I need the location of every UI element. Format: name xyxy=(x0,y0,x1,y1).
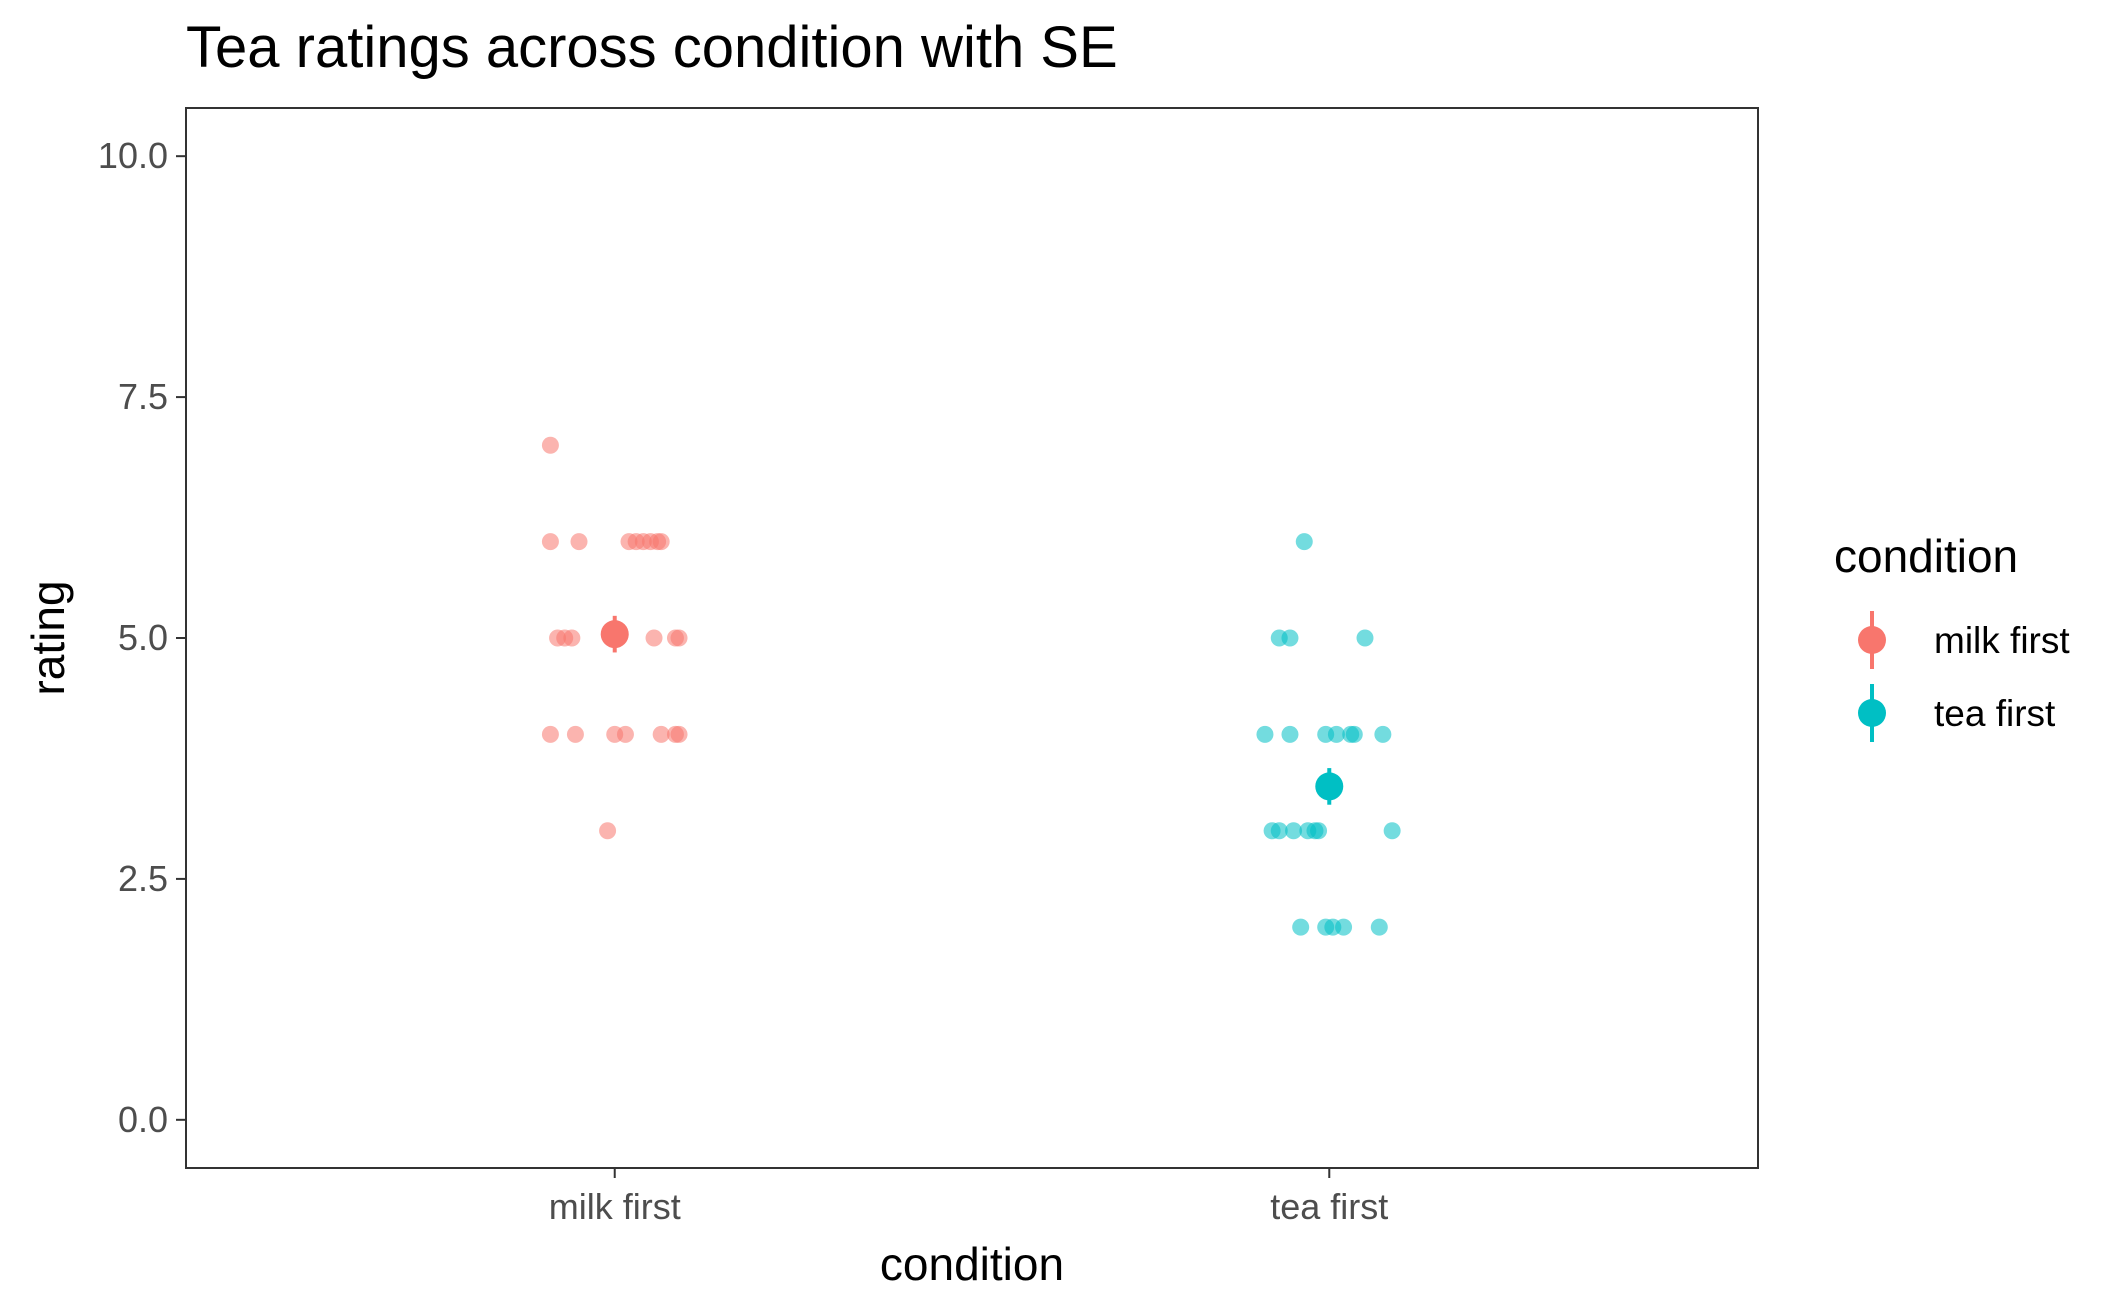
legend-label: milk first xyxy=(1934,620,2070,661)
legend-title: condition xyxy=(1834,530,2018,582)
data-point xyxy=(541,436,559,454)
data-point xyxy=(670,725,688,743)
data-point xyxy=(1292,918,1310,936)
data-point xyxy=(1295,533,1313,551)
data-point xyxy=(599,822,617,840)
y-tick-label: 10.0 xyxy=(98,135,168,176)
data-point xyxy=(1383,822,1401,840)
y-tick-label: 5.0 xyxy=(118,617,168,658)
data-point xyxy=(1256,725,1274,743)
legend: condition milk first tea first xyxy=(1834,530,2070,742)
data-point xyxy=(1281,629,1299,647)
y-axis: 0.0 2.5 5.0 7.5 10.0 xyxy=(98,135,186,1140)
x-tick-label: tea first xyxy=(1270,1186,1388,1227)
data-point xyxy=(541,533,559,551)
data-point xyxy=(652,725,670,743)
mean-point xyxy=(600,620,629,649)
data-point xyxy=(1345,725,1363,743)
data-point xyxy=(541,725,559,743)
data-point xyxy=(1335,918,1353,936)
raw-points-layer xyxy=(541,436,1401,936)
x-axis-title: condition xyxy=(880,1238,1064,1290)
data-point xyxy=(1270,822,1288,840)
data-point xyxy=(1327,725,1345,743)
legend-label: tea first xyxy=(1934,693,2056,734)
mean-se-layer xyxy=(600,615,1344,805)
data-point xyxy=(1370,918,1388,936)
x-axis: milk first tea first xyxy=(549,1168,1388,1227)
data-point xyxy=(645,629,663,647)
chart-title: Tea ratings across condition with SE xyxy=(186,15,1118,80)
y-tick-label: 7.5 xyxy=(118,376,168,417)
data-point xyxy=(652,533,670,551)
x-tick-label: milk first xyxy=(549,1186,681,1227)
data-point xyxy=(1356,629,1374,647)
data-point xyxy=(566,725,584,743)
data-point xyxy=(1281,725,1299,743)
data-point xyxy=(1310,822,1328,840)
mean-point xyxy=(1315,772,1344,801)
y-tick-label: 2.5 xyxy=(118,858,168,899)
data-point xyxy=(1285,822,1303,840)
data-point xyxy=(1374,725,1392,743)
data-point xyxy=(570,533,588,551)
y-tick-label: 0.0 xyxy=(118,1099,168,1140)
data-point xyxy=(616,725,634,743)
legend-key-point xyxy=(1858,699,1886,727)
data-point xyxy=(563,629,581,647)
data-point xyxy=(670,629,688,647)
y-axis-title: rating xyxy=(22,580,74,695)
plot-panel xyxy=(185,107,1759,1169)
legend-key-point xyxy=(1858,626,1886,654)
